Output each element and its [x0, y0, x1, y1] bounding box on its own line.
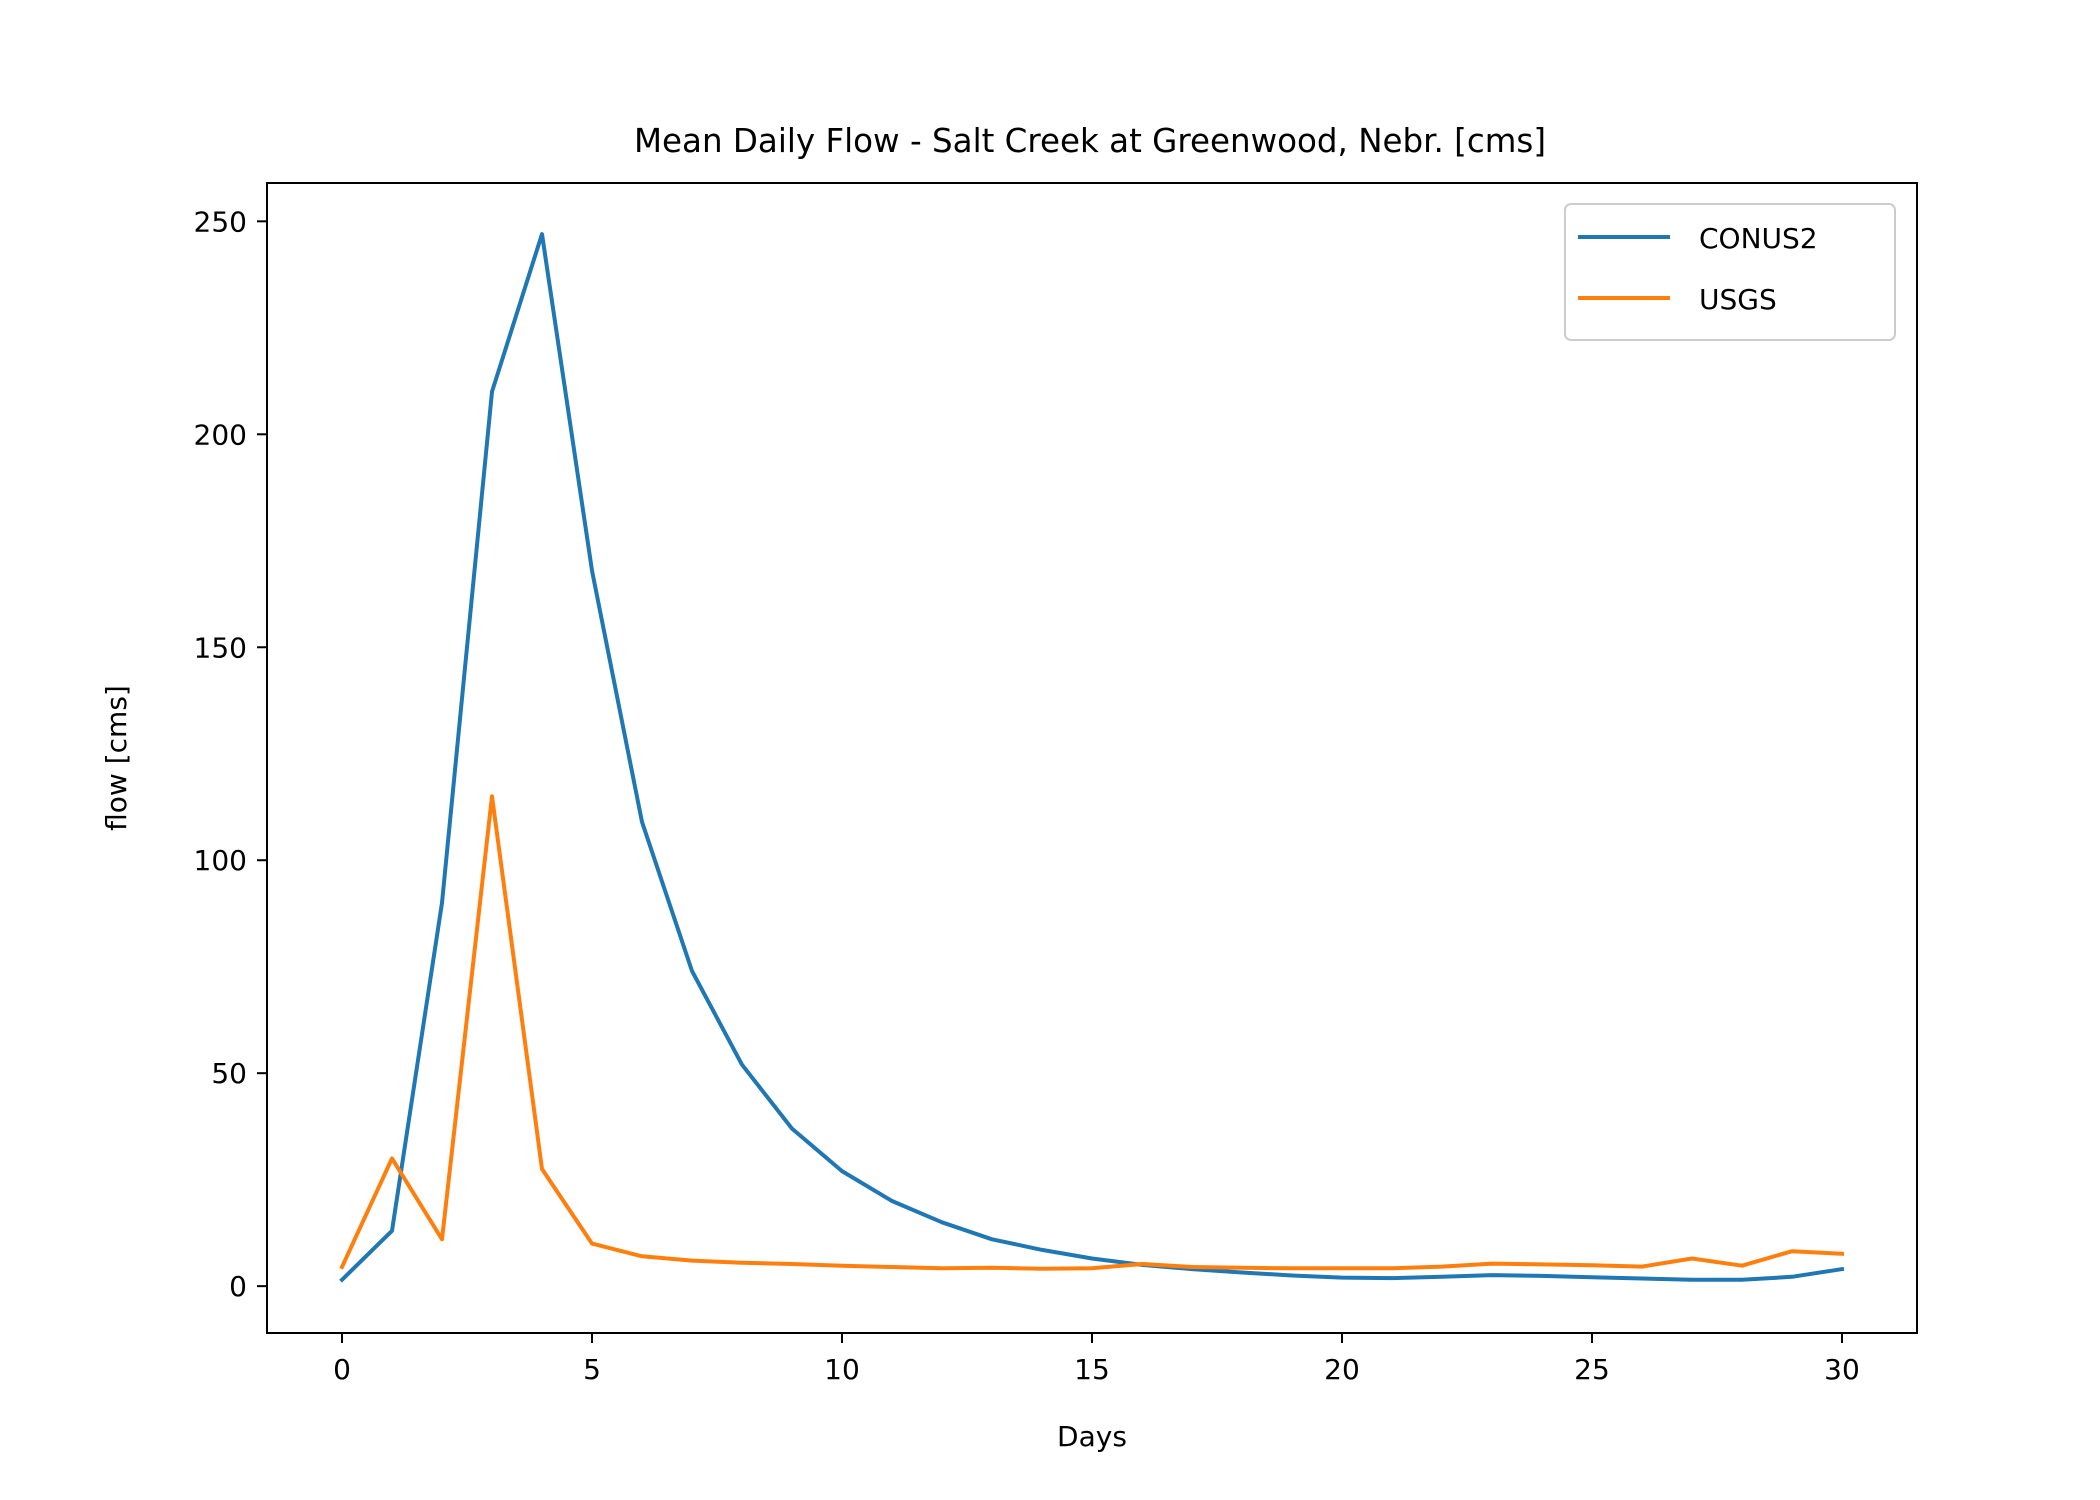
x-tick-label: 25	[1574, 1353, 1610, 1386]
series-layer	[339, 232, 1845, 1283]
x-tick-label: 0	[333, 1353, 351, 1386]
series-line-usgs	[339, 794, 1845, 1271]
legend-label-conus2: CONUS2	[1699, 222, 1818, 255]
x-axis-label: Days	[1057, 1420, 1127, 1453]
x-tick-label: 10	[824, 1353, 860, 1386]
y-tick-label: 100	[194, 844, 247, 877]
plot-area-frame	[266, 182, 1918, 1334]
y-axis: 0 50 100 150 200 250	[194, 205, 267, 1303]
x-tick-label: 15	[1074, 1353, 1110, 1386]
y-tick-label: 200	[194, 418, 247, 451]
chart-title: Mean Daily Flow - Salt Creek at Greenwoo…	[634, 122, 1546, 160]
x-tick-label: 20	[1324, 1353, 1360, 1386]
x-tick-label: 30	[1824, 1353, 1860, 1386]
x-axis: 0 5 10 15 20 25 30	[333, 1333, 1860, 1386]
legend-label-usgs: USGS	[1699, 283, 1777, 316]
x-tick-label: 5	[583, 1353, 601, 1386]
legend: CONUS2 USGS	[1564, 203, 1896, 341]
series-line-conus2	[339, 232, 1845, 1283]
y-tick-label: 250	[194, 205, 247, 238]
y-axis-label: flow [cms]	[100, 685, 133, 831]
y-tick-label: 150	[194, 631, 247, 664]
y-tick-label: 50	[211, 1057, 247, 1090]
y-tick-label: 0	[229, 1270, 247, 1303]
